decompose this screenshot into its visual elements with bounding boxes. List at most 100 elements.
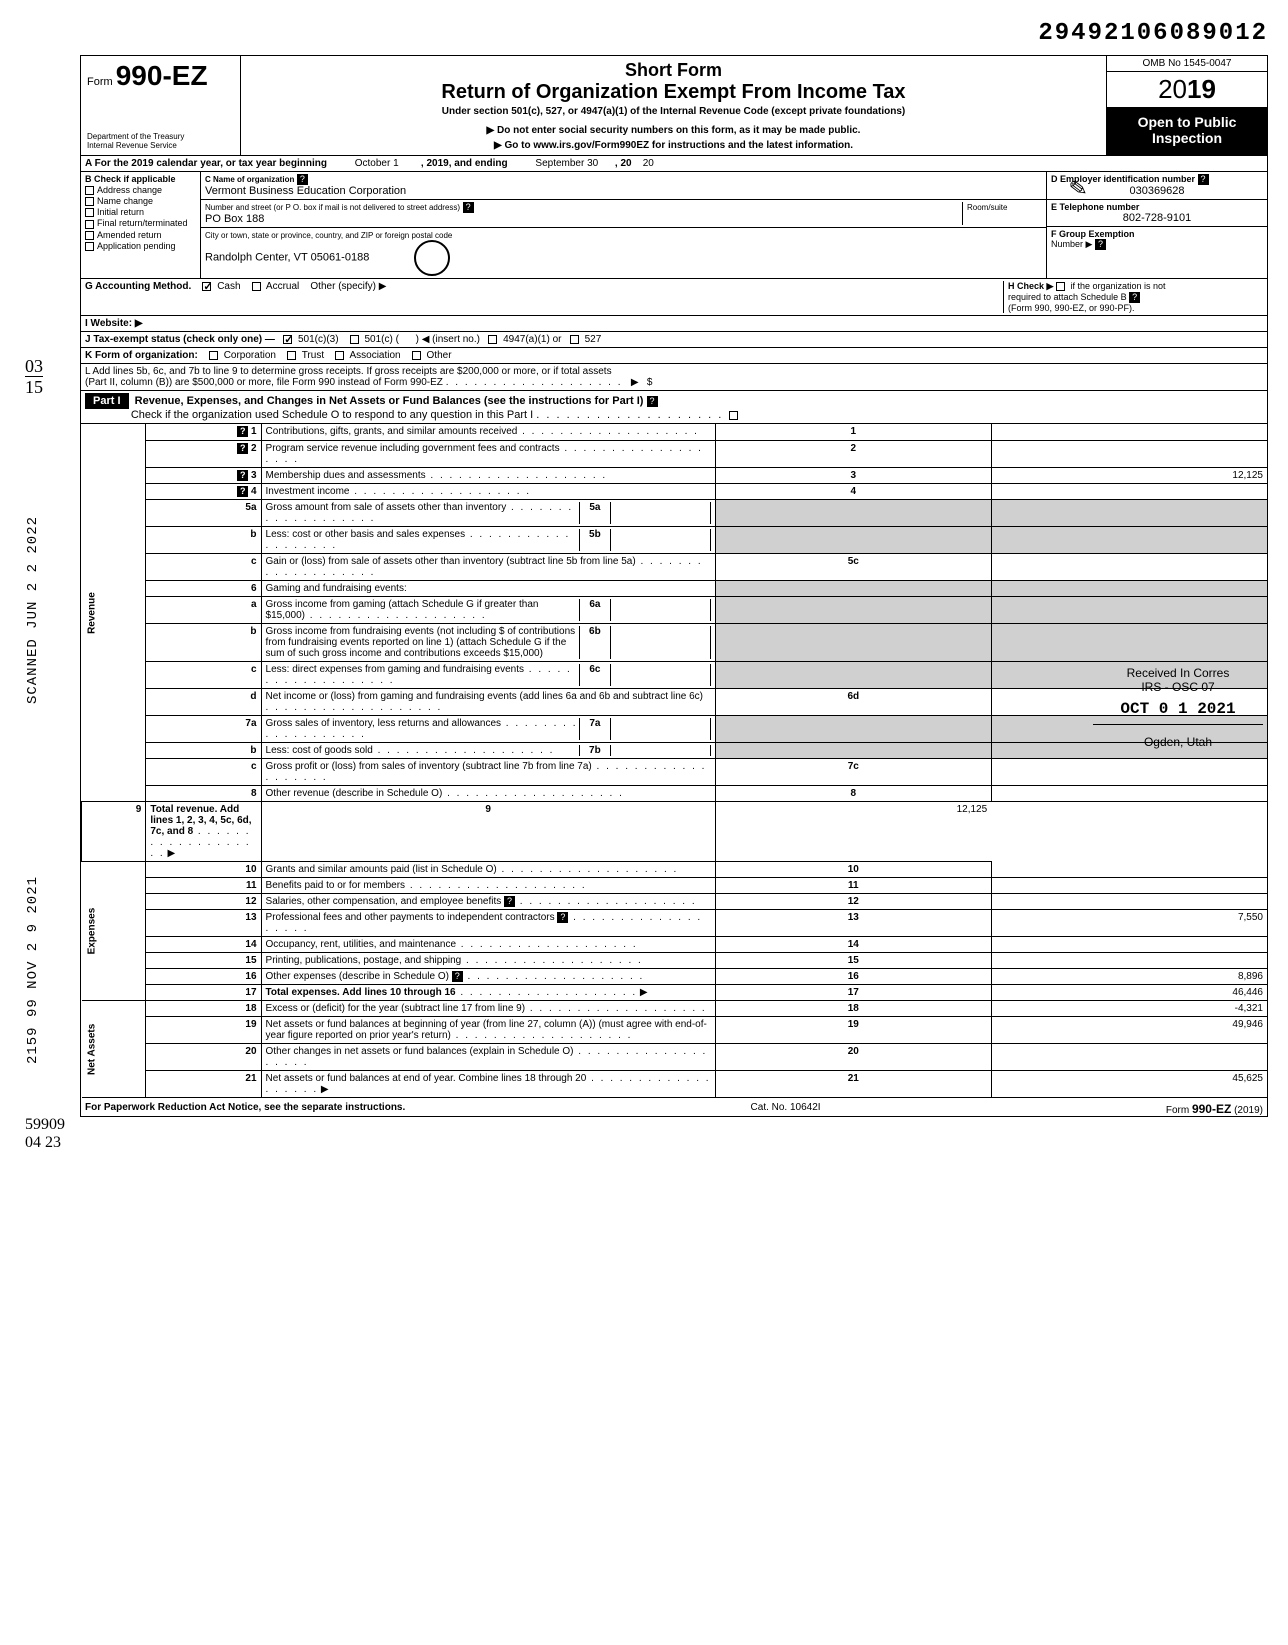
info-row: B Check if applicable Address change Nam… [81,172,1267,279]
table-row: ? 3 Membership dues and assessments 3 12… [82,467,1268,483]
checkbox-527[interactable] [570,335,579,344]
checkbox-schedule-o[interactable] [729,411,738,420]
form-ref: Form 990-EZ (2019) [1166,1102,1263,1116]
table-row: 15 Printing, publications, postage, and … [82,953,1268,969]
revenue-label: Revenue [82,424,146,801]
table-row: a Gross income from gaming (attach Sched… [82,596,1268,624]
expenses-label: Expenses [82,861,146,1000]
help-icon[interactable]: ? [297,174,308,185]
table-row: 7a Gross sales of inventory, less return… [82,715,1268,743]
paperwork-notice: For Paperwork Reduction Act Notice, see … [85,1102,405,1116]
help-icon[interactable]: ? [647,396,658,407]
page-number: 29492106089012 [20,20,1268,47]
row-k-form-org: K Form of organization: Corporation Trus… [81,348,1267,364]
checkbox-amended-return[interactable] [85,231,94,240]
short-form-label: Short Form [249,60,1098,81]
checkbox-501c[interactable] [350,335,359,344]
row-a-tax-year: A For the 2019 calendar year, or tax yea… [81,156,1267,172]
ssn-note: ▶ Do not enter social security numbers o… [249,125,1098,136]
catalog-number: Cat. No. 10642I [751,1102,821,1116]
help-icon[interactable]: ? [452,971,463,982]
checkbox-cash[interactable] [202,282,211,291]
table-row: 16 Other expenses (describe in Schedule … [82,969,1268,985]
omb-number: OMB No 1545-0047 [1107,56,1267,72]
checkbox-final-return[interactable] [85,220,94,229]
help-icon[interactable]: ? [1129,292,1140,303]
table-row: b Less: cost or other basis and sales ex… [82,527,1268,554]
checkbox-initial-return[interactable] [85,208,94,217]
org-name: Vermont Business Education Corporation [205,185,406,197]
row-j-tax-status: J Tax-exempt status (check only one) — 5… [81,332,1267,348]
table-row: c Less: direct expenses from gaming and … [82,662,1268,689]
table-row: ? 4 Investment income 4 [82,483,1268,499]
telephone: 802-728-9101 [1051,212,1263,224]
part1-badge: Part I [85,393,129,409]
help-icon[interactable]: ? [237,426,248,437]
header-row: Form 990-EZ Department of the TreasuryIn… [81,56,1267,156]
checkbox-corporation[interactable] [209,351,218,360]
form-id-cell: Form 990-EZ Department of the TreasuryIn… [81,56,241,155]
help-icon[interactable]: ? [237,443,248,454]
help-icon[interactable]: ? [504,896,515,907]
checkbox-schedule-b[interactable] [1056,282,1065,291]
checkbox-other[interactable] [412,351,421,360]
date-stamp-2: 2159 99 NOV 2 9 2021 [25,876,41,1064]
help-icon[interactable]: ? [463,202,474,213]
table-row: 9 Total revenue. Add lines 1, 2, 3, 4, 5… [82,801,1268,861]
help-icon[interactable]: ? [1198,174,1209,185]
help-icon[interactable]: ? [1095,239,1106,250]
title-cell: Short Form Return of Organization Exempt… [241,56,1107,155]
table-row: 11 Benefits paid to or for members 11 [82,877,1268,893]
table-row: 6 Gaming and fundraising events: [82,580,1268,596]
checkbox-association[interactable] [335,351,344,360]
help-icon[interactable]: ? [237,486,248,497]
help-icon[interactable]: ? [557,912,568,923]
table-row: 8 Other revenue (describe in Schedule O)… [82,785,1268,801]
table-row: Revenue ? 1 Contributions, gifts, grants… [82,424,1268,440]
street-address: PO Box 188 [205,213,264,225]
table-row: 19 Net assets or fund balances at beginn… [82,1017,1268,1044]
lines-table: Revenue ? 1 Contributions, gifts, grants… [81,424,1267,1098]
col-cd-org-info: C Name of organization ? Vermont Busines… [201,172,1047,278]
row-g-accounting: G Accounting Method. Cash Accrual Other … [81,279,1267,316]
right-header-cell: OMB No 1545-0047 2019 Open to PublicInsp… [1107,56,1267,155]
checkbox-4947[interactable] [488,335,497,344]
table-row: 21 Net assets or fund balances at end of… [82,1071,1268,1098]
form-title: Return of Organization Exempt From Incom… [249,81,1098,104]
table-row: c Gross profit or (loss) from sales of i… [82,759,1268,786]
checkbox-trust[interactable] [287,351,296,360]
table-row: b Less: cost of goods sold 7b [82,743,1268,759]
form-990ez: 0315 SCANNED JUN 2 2 2022 2159 99 NOV 2 … [80,55,1268,1117]
table-row: Net Assets 18 Excess or (deficit) for th… [82,1001,1268,1017]
checkbox-address-change[interactable] [85,186,94,195]
signature-scribble: ✎ [1067,175,1089,203]
city-state-zip: Randolph Center, VT 05061-0188 [205,252,369,264]
checkbox-application-pending[interactable] [85,242,94,251]
checkbox-name-change[interactable] [85,197,94,206]
circle-mark [414,240,450,276]
checkbox-501c3[interactable] [283,335,292,344]
table-row: 13 Professional fees and other payments … [82,909,1268,936]
margin-annot-1: 0315 [25,356,43,398]
department-label: Department of the TreasuryInternal Reven… [87,133,234,151]
part1-header: Part I Revenue, Expenses, and Changes in… [81,391,1267,424]
table-row: ? 2 Program service revenue including go… [82,440,1268,467]
footer: For Paperwork Reduction Act Notice, see … [81,1098,1267,1116]
table-row: 14 Occupancy, rent, utilities, and maint… [82,937,1268,953]
table-row: d Net income or (loss) from gaming and f… [82,689,1268,716]
net-assets-label: Net Assets [82,1001,146,1098]
irs-link: ▶ Go to www.irs.gov/Form990EZ for instru… [249,140,1098,151]
form-subtitle: Under section 501(c), 527, or 4947(a)(1)… [249,106,1098,117]
tax-year: 2019 [1107,72,1267,108]
col-b-checkboxes: B Check if applicable Address change Nam… [81,172,201,278]
table-row: b Gross income from fundraising events (… [82,624,1268,662]
table-row: 20 Other changes in net assets or fund b… [82,1044,1268,1071]
margin-sig: 5990904 23 [25,1116,65,1152]
table-row: c Gain or (loss) from sale of assets oth… [82,554,1268,581]
checkbox-accrual[interactable] [252,282,261,291]
form-number: Form 990-EZ [87,60,234,92]
received-stamp: Received In Corres IRS - OSC 07 OCT 0 1 … [1093,666,1263,749]
help-icon[interactable]: ? [237,470,248,481]
scanned-stamp: SCANNED JUN 2 2 2022 [25,516,41,704]
open-public-badge: Open to PublicInspection [1107,108,1267,155]
